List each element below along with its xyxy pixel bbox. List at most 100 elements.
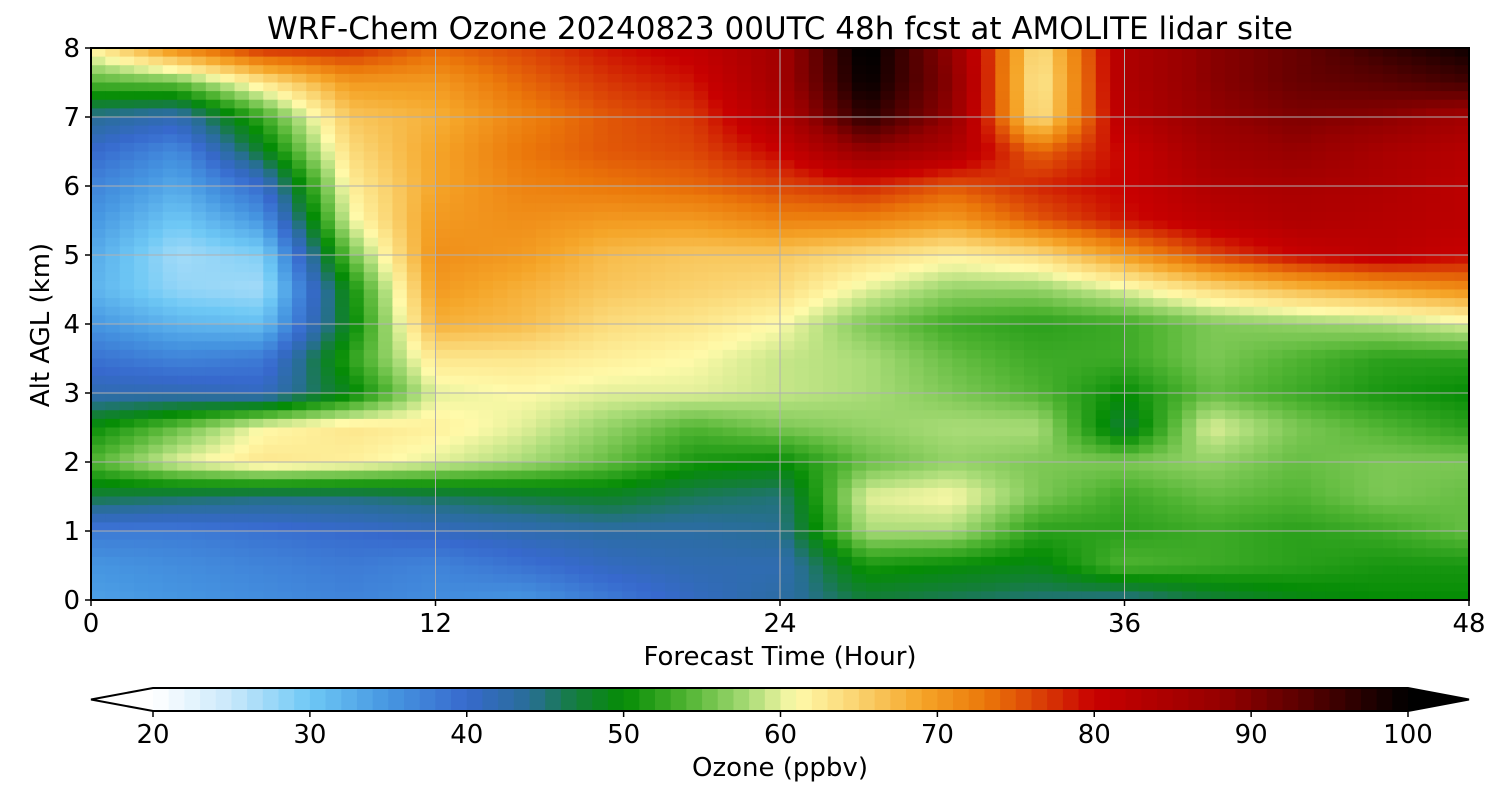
- heatmap-cell: [521, 134, 537, 144]
- heatmap-cell: [693, 108, 709, 118]
- heatmap-cell: [1397, 194, 1413, 204]
- heatmap-cell: [1210, 332, 1226, 342]
- heatmap-cell: [1181, 367, 1197, 377]
- heatmap-cell: [191, 65, 207, 75]
- heatmap-cell: [1311, 444, 1327, 454]
- heatmap-cell: [421, 315, 437, 325]
- heatmap-cell: [406, 125, 422, 135]
- heatmap-cell: [119, 65, 135, 75]
- heatmap-cell: [622, 211, 638, 222]
- heatmap-cell: [665, 410, 681, 420]
- heatmap-cell: [1153, 194, 1169, 204]
- heatmap-cell: [665, 470, 681, 480]
- heatmap-cell: [995, 82, 1011, 92]
- heatmap-cell: [435, 229, 451, 239]
- heatmap-cell: [119, 453, 135, 463]
- heatmap-cell: [105, 470, 121, 480]
- heatmap-cell: [679, 99, 695, 109]
- heatmap-cell: [607, 444, 623, 454]
- heatmap-cell: [851, 142, 867, 153]
- heatmap-cell: [91, 289, 106, 299]
- heatmap-cell: [1009, 246, 1025, 256]
- heatmap-cell: [435, 65, 451, 75]
- heatmap-cell: [751, 108, 767, 118]
- heatmap-cell: [105, 418, 121, 429]
- heatmap-cell: [1454, 393, 1470, 403]
- heatmap-cell: [1196, 73, 1212, 84]
- heatmap-cell: [435, 436, 451, 446]
- heatmap-cell: [335, 324, 350, 334]
- heatmap-cell: [1052, 82, 1068, 92]
- heatmap-cell: [636, 384, 652, 394]
- heatmap-cell: [263, 436, 279, 446]
- heatmap-cell: [937, 263, 953, 273]
- heatmap-cell: [995, 263, 1011, 273]
- heatmap-cell: [593, 48, 609, 58]
- heatmap-cell: [1325, 125, 1341, 135]
- heatmap-cell: [607, 99, 623, 109]
- heatmap-cell: [1153, 453, 1169, 463]
- heatmap-cell: [722, 306, 738, 316]
- heatmap-cell: [449, 99, 465, 109]
- heatmap-cell: [1138, 470, 1154, 480]
- heatmap-cell: [306, 237, 322, 247]
- heatmap-cell: [1325, 384, 1341, 394]
- heatmap-cell: [1268, 427, 1283, 437]
- heatmap-cell: [1440, 134, 1456, 144]
- heatmap-cell: [1411, 108, 1427, 118]
- heatmap-cell: [952, 324, 968, 334]
- heatmap-cell: [449, 289, 465, 299]
- heatmap-cell: [866, 479, 882, 489]
- heatmap-cell: [1440, 358, 1456, 368]
- heatmap-cell: [751, 82, 767, 92]
- heatmap-cell: [492, 151, 508, 161]
- heatmap-cell: [693, 91, 709, 101]
- heatmap-cell: [966, 186, 982, 196]
- heatmap-cell: [607, 306, 623, 316]
- heatmap-cell: [435, 194, 451, 204]
- heatmap-cell: [794, 48, 810, 58]
- heatmap-cell: [837, 324, 853, 334]
- heatmap-cell: [105, 375, 121, 385]
- heatmap-cell: [507, 194, 523, 204]
- heatmap-cell: [579, 427, 594, 437]
- heatmap-cell: [564, 418, 580, 429]
- heatmap-cell: [1368, 125, 1384, 135]
- heatmap-cell: [980, 298, 996, 308]
- heatmap-cell: [736, 142, 752, 153]
- heatmap-cell: [823, 203, 839, 213]
- heatmap-cell: [1038, 177, 1054, 187]
- heatmap-cell: [220, 48, 236, 58]
- heatmap-cell: [894, 436, 910, 446]
- heatmap-cell: [1397, 134, 1413, 144]
- heatmap-cell: [1181, 220, 1197, 230]
- heatmap-cell: [1038, 220, 1054, 230]
- heatmap-cell: [1425, 375, 1441, 385]
- heatmap-cell: [1368, 332, 1384, 342]
- heatmap-cell: [1095, 375, 1111, 385]
- heatmap-cell: [1425, 462, 1441, 472]
- heatmap-cell: [780, 289, 795, 299]
- heatmap-cell: [808, 487, 824, 498]
- heatmap-cell: [91, 324, 106, 334]
- heatmap-cell: [277, 418, 293, 429]
- heatmap-cell: [363, 341, 379, 351]
- heatmap-cell: [980, 168, 996, 178]
- heatmap-cell: [1024, 186, 1039, 196]
- heatmap-cell: [550, 289, 566, 299]
- heatmap-cell: [1181, 427, 1197, 437]
- heatmap-cell: [909, 367, 925, 377]
- heatmap-cell: [234, 289, 250, 299]
- heatmap-cell: [593, 393, 609, 403]
- heatmap-cell: [693, 453, 709, 463]
- heatmap-cell: [378, 160, 394, 170]
- heatmap-cell: [263, 332, 279, 342]
- heatmap-cell: [937, 401, 953, 411]
- heatmap-cell: [1454, 177, 1470, 187]
- heatmap-cell: [607, 194, 623, 204]
- heatmap-cell: [751, 393, 767, 403]
- heatmap-cell: [1124, 358, 1140, 368]
- heatmap-cell: [464, 289, 480, 299]
- heatmap-cell: [521, 82, 537, 92]
- heatmap-cell: [1210, 125, 1226, 135]
